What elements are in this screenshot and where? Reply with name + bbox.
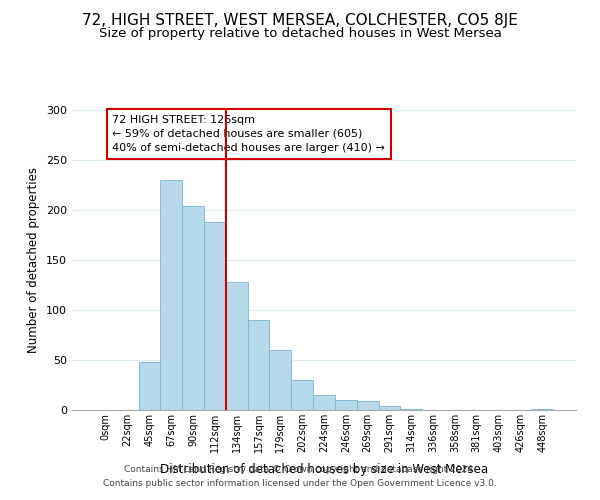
Bar <box>248 320 269 410</box>
Text: 72 HIGH STREET: 126sqm
← 59% of detached houses are smaller (605)
40% of semi-de: 72 HIGH STREET: 126sqm ← 59% of detached… <box>112 115 385 153</box>
Bar <box>531 409 553 410</box>
Bar <box>226 282 248 410</box>
Bar <box>139 362 160 410</box>
Text: Size of property relative to detached houses in West Mersea: Size of property relative to detached ho… <box>98 28 502 40</box>
Bar <box>291 380 313 410</box>
Bar <box>357 401 379 410</box>
Bar <box>204 222 226 410</box>
Bar <box>379 406 400 410</box>
Bar <box>313 395 335 410</box>
Y-axis label: Number of detached properties: Number of detached properties <box>28 167 40 353</box>
Bar <box>269 350 291 410</box>
Text: Contains HM Land Registry data © Crown copyright and database right 2024.
Contai: Contains HM Land Registry data © Crown c… <box>103 466 497 487</box>
Text: 72, HIGH STREET, WEST MERSEA, COLCHESTER, CO5 8JE: 72, HIGH STREET, WEST MERSEA, COLCHESTER… <box>82 12 518 28</box>
Bar <box>160 180 182 410</box>
Bar <box>182 206 204 410</box>
Bar <box>335 400 357 410</box>
X-axis label: Distribution of detached houses by size in West Mersea: Distribution of detached houses by size … <box>160 464 488 476</box>
Bar <box>400 409 422 410</box>
